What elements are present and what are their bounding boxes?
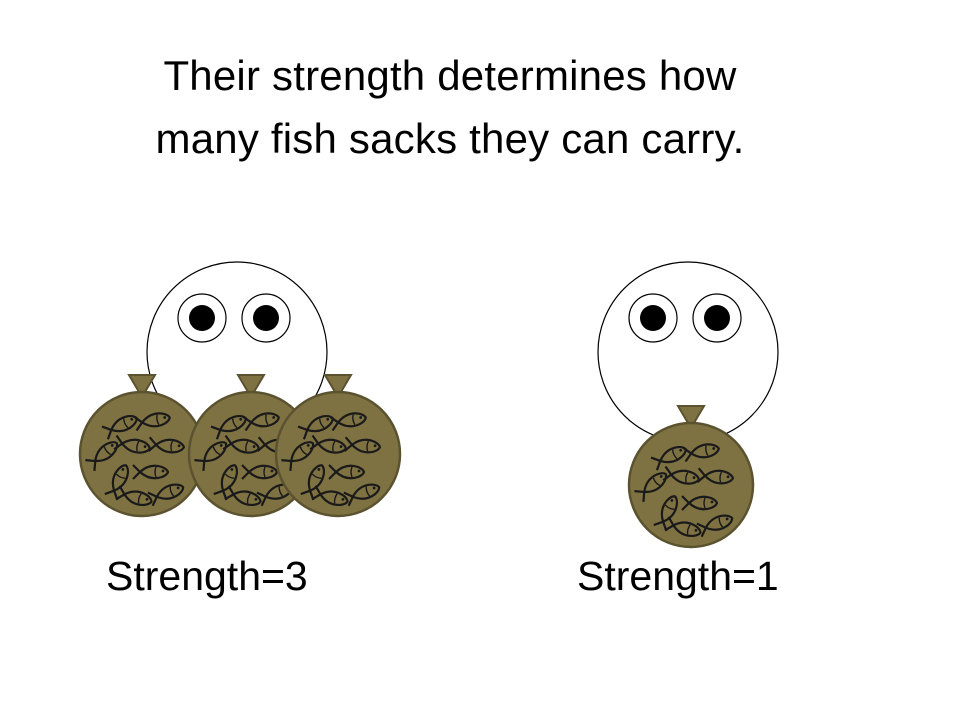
left-eye-icon xyxy=(628,293,678,343)
slide-title: Their strength determines how many fish … xyxy=(0,44,900,170)
strength-label-left: Strength=3 xyxy=(106,553,308,599)
right-eye-icon xyxy=(241,293,291,343)
character-weak xyxy=(597,261,779,547)
title-line-1: Their strength determines how xyxy=(163,52,737,99)
left-eye-icon xyxy=(177,293,227,343)
title-line-2: many fish sacks they can carry. xyxy=(155,115,745,162)
character-strong xyxy=(80,261,400,516)
right-eye-icon xyxy=(692,293,742,343)
strength-label-right: Strength=1 xyxy=(577,553,779,599)
